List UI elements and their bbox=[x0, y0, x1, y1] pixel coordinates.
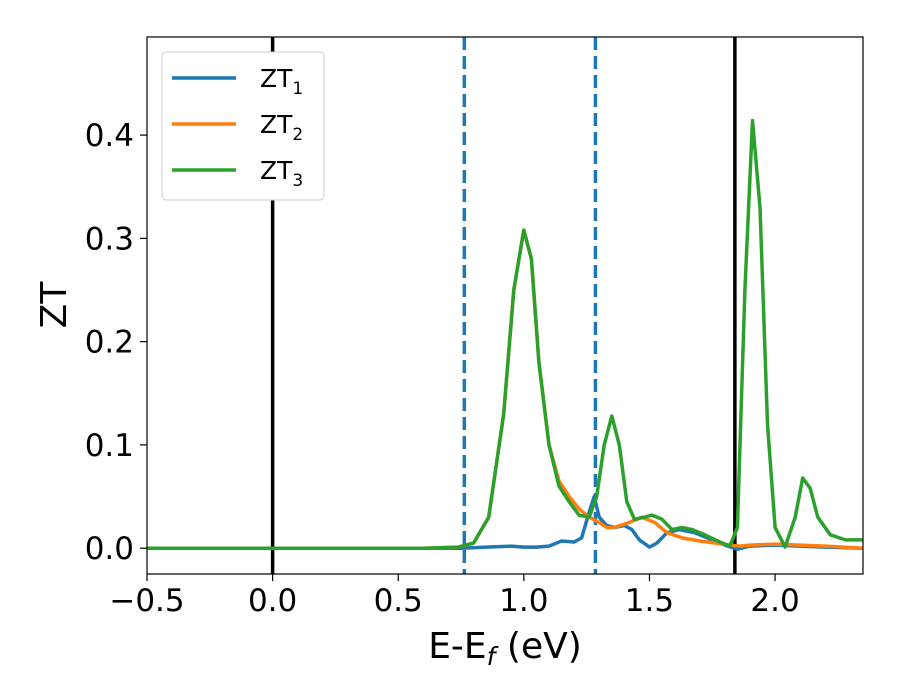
y-tick-label: 0.0 bbox=[85, 531, 134, 567]
legend-label-1: ZT1 bbox=[260, 64, 303, 99]
legend-box bbox=[161, 51, 325, 201]
y-tick-label: 0.4 bbox=[85, 118, 134, 154]
legend: ZT1 ZT2 ZT3 bbox=[161, 51, 325, 201]
y-tick-label: 0.2 bbox=[85, 325, 134, 361]
legend-label-2: ZT2 bbox=[260, 110, 303, 145]
series-line-1 bbox=[147, 494, 863, 551]
legend-label-3: ZT3 bbox=[260, 156, 303, 191]
series-line-3 bbox=[147, 118, 863, 550]
x-axis-label: E-Ef (eV) bbox=[428, 626, 582, 671]
x-tick-label: −0.5 bbox=[109, 583, 184, 619]
x-tick-label: 1.0 bbox=[499, 583, 548, 619]
series-lines bbox=[147, 118, 863, 551]
y-axis-label: ZT bbox=[34, 281, 75, 329]
y-tick-label: 0.1 bbox=[85, 428, 134, 464]
x-tick-label: 2.0 bbox=[750, 583, 799, 619]
y-tick-label: 0.3 bbox=[85, 221, 134, 257]
reference-lines bbox=[270, 37, 737, 574]
x-tick-label: 0.0 bbox=[248, 583, 297, 619]
plot-frame bbox=[146, 36, 864, 575]
y-axis: 0.0 0.1 0.2 0.3 0.4 bbox=[85, 118, 147, 567]
x-axis: −0.5 0.0 0.5 1.0 1.5 2.0 bbox=[109, 574, 800, 619]
x-tick-label: 0.5 bbox=[374, 583, 423, 619]
x-tick-label: 1.5 bbox=[625, 583, 674, 619]
